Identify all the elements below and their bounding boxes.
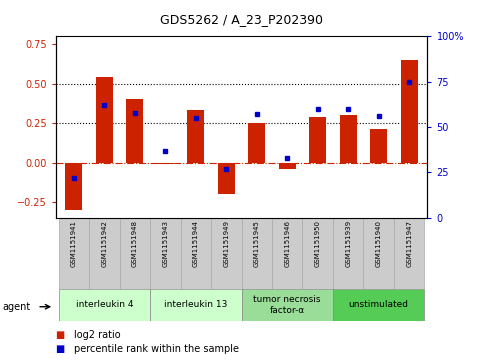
Bar (401, 60, 417, 163)
Bar (302, 218, 333, 289)
Bar (248, 123, 265, 163)
Bar (96, 77, 113, 163)
Text: interleukin 4: interleukin 4 (75, 301, 133, 309)
Text: GSM1151940: GSM1151940 (376, 220, 382, 267)
Text: GSM1151943: GSM1151943 (162, 220, 168, 267)
Text: GSM1151949: GSM1151949 (223, 220, 229, 267)
Text: ■: ■ (56, 344, 65, 354)
Bar (272, 218, 302, 289)
Bar (157, 163, 174, 164)
Text: GSM1151950: GSM1151950 (315, 220, 321, 267)
Text: GSM1151941: GSM1151941 (71, 220, 77, 267)
Bar (279, 163, 296, 169)
Bar (218, 163, 235, 194)
Text: GSM1151942: GSM1151942 (101, 220, 107, 267)
Text: GSM1151948: GSM1151948 (132, 220, 138, 267)
Bar (150, 218, 181, 289)
Text: GSM1151939: GSM1151939 (345, 220, 351, 267)
Text: interleukin 13: interleukin 13 (164, 301, 227, 309)
Bar (363, 218, 394, 289)
Text: GSM1151944: GSM1151944 (193, 220, 199, 267)
Bar (394, 218, 425, 289)
Bar (187, 110, 204, 163)
Bar (120, 218, 150, 289)
Bar (370, 130, 387, 163)
Bar (309, 117, 326, 163)
Bar (333, 218, 363, 289)
Text: ■: ■ (56, 330, 65, 340)
Text: GSM1151947: GSM1151947 (406, 220, 412, 267)
Bar (58, 289, 150, 321)
Bar (340, 115, 356, 163)
Text: GSM1151946: GSM1151946 (284, 220, 290, 267)
Bar (242, 289, 333, 321)
Bar (242, 218, 272, 289)
Text: agent: agent (2, 302, 30, 312)
Bar (127, 99, 143, 163)
Text: GSM1151945: GSM1151945 (254, 220, 260, 267)
Bar (66, 163, 82, 210)
Text: log2 ratio: log2 ratio (74, 330, 121, 340)
Text: unstimulated: unstimulated (349, 301, 409, 309)
Text: percentile rank within the sample: percentile rank within the sample (74, 344, 239, 354)
Text: tumor necrosis
factor-α: tumor necrosis factor-α (254, 295, 321, 315)
Text: GDS5262 / A_23_P202390: GDS5262 / A_23_P202390 (160, 13, 323, 26)
Bar (58, 218, 89, 289)
Bar (181, 218, 211, 289)
Bar (150, 289, 242, 321)
Bar (211, 218, 242, 289)
Bar (89, 218, 120, 289)
Bar (333, 289, 425, 321)
